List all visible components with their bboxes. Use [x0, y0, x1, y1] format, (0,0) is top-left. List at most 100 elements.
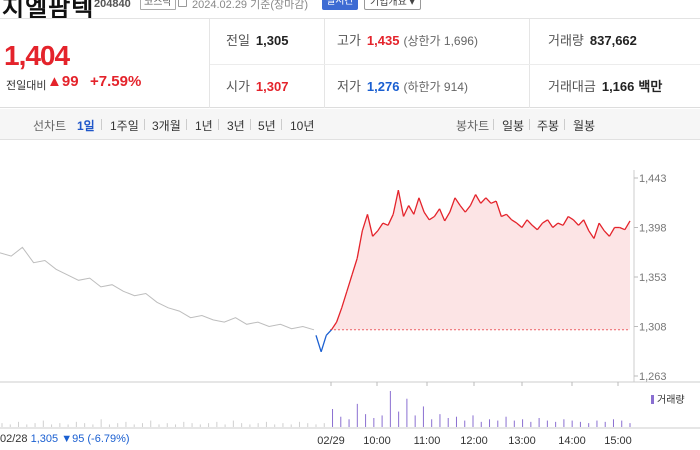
y-tick-label: 1,308	[639, 322, 667, 334]
series-today-segment	[624, 220, 631, 231]
period-1w[interactable]: 1주일	[110, 119, 139, 133]
realtime-button[interactable]: 실시간	[322, 0, 358, 10]
prev-close-value: 1,305	[255, 33, 289, 48]
series-today-segment	[423, 211, 430, 221]
high-value: 1,435	[366, 33, 400, 48]
series-today-segment	[325, 329, 332, 336]
divider	[493, 119, 494, 130]
x-tick-label: 02/29	[317, 435, 345, 447]
series-today-segment	[583, 219, 590, 232]
prev-close-label: 전일	[226, 33, 250, 48]
series-today-segment	[526, 219, 533, 226]
market-badge: 코스닥	[140, 0, 176, 10]
period-10y[interactable]: 10년	[290, 119, 315, 133]
lower-limit: (하한가 914)	[403, 80, 468, 94]
series-today-segment	[505, 213, 513, 221]
series-today-segment	[330, 321, 338, 331]
volume-label: 거래량	[548, 33, 584, 48]
series-today-segment	[516, 222, 523, 228]
divider	[101, 119, 102, 130]
series-today-segment	[475, 194, 482, 204]
series-today-segment	[320, 335, 327, 352]
candle-monthly[interactable]: 월봉	[573, 119, 596, 133]
volume-legend-swatch	[651, 395, 654, 404]
chart-canvas[interactable]: 1,443 1,398 1,353 1,308 1,263 02/29 10:00 11:00…	[0, 141, 700, 450]
series-today-segment	[413, 197, 420, 215]
open-value: 1,307	[255, 79, 289, 94]
x-tick-label: 10:00	[363, 435, 391, 447]
series-prev-day-line	[0, 246, 315, 331]
series-today-segment	[346, 274, 353, 292]
volume-legend-label: 거래량	[657, 395, 685, 406]
y-tick-label: 1,353	[639, 272, 667, 284]
date-text: 2024.02.29 기준(장마감)	[192, 0, 309, 11]
divider	[144, 119, 145, 130]
amount-label: 거래대금	[548, 79, 596, 94]
amount-cell: 거래대금 1,166 백만	[548, 65, 662, 109]
series-today-segment	[366, 214, 374, 237]
prev-close-cell: 전일 1,305	[226, 19, 288, 63]
period-3m[interactable]: 3개월	[152, 119, 181, 133]
y-tick-label: 1,398	[639, 223, 667, 235]
series-today-segment	[511, 219, 518, 224]
series-today-segment	[444, 211, 451, 222]
candle-chart-label[interactable]: 봉차트	[456, 119, 490, 133]
series-today-segment	[397, 189, 405, 217]
divider	[218, 119, 219, 130]
y-tick-label: 1,263	[639, 371, 667, 383]
series-today-segment	[603, 230, 610, 237]
x-tick-label: 14:00	[558, 435, 586, 447]
divider	[564, 119, 565, 130]
series-today-segment	[387, 214, 394, 226]
candle-daily[interactable]: 일봉	[502, 119, 525, 133]
period-5y[interactable]: 5년	[258, 119, 276, 133]
series-today-segment	[408, 205, 415, 215]
series-today-segment	[536, 222, 544, 231]
volume-value: 837,662	[589, 33, 637, 48]
current-price: 1,404	[4, 40, 70, 71]
period-3y[interactable]: 3년	[227, 119, 245, 133]
series-today-segment	[542, 219, 548, 224]
stock-header: 지엘팜텍 204840 코스닥 2024.02.29 기준(장마감) 실시간 기…	[0, 0, 700, 22]
series-today-segment	[480, 197, 487, 204]
series-today-segment	[377, 222, 384, 232]
low-cell: 저가 1,276 (하한가 914)	[337, 65, 468, 109]
series-today-segment	[567, 215, 574, 221]
series-today-segment	[572, 219, 579, 226]
low-value: 1,276	[366, 79, 400, 94]
series-today-segment	[341, 291, 348, 308]
period-1d[interactable]: 1일	[77, 119, 95, 133]
low-label: 저가	[337, 79, 361, 94]
calendar-icon	[178, 0, 187, 7]
series-today-segment	[562, 216, 569, 226]
high-label: 고가	[337, 33, 361, 48]
company-info-button[interactable]: 기업개요 ▾	[364, 0, 421, 10]
divider	[186, 119, 187, 130]
series-today-segment	[372, 230, 379, 237]
candle-weekly[interactable]: 주봉	[537, 119, 560, 133]
line-chart-label[interactable]: 선차트	[33, 119, 67, 133]
divider	[529, 19, 530, 108]
prev-price: 1,305	[30, 433, 59, 445]
volume-cell: 거래량 837,662	[548, 19, 637, 63]
series-today-segment	[464, 205, 471, 213]
series-today-segment	[490, 200, 497, 204]
divider	[250, 119, 251, 130]
series-today-segment	[402, 205, 410, 217]
amount-unit: 백만	[638, 79, 663, 94]
change-label: 전일대비	[6, 80, 47, 92]
series-today-segment	[485, 197, 492, 204]
series-today-segment	[438, 208, 446, 222]
series-today-segment	[418, 197, 425, 213]
series-today-segment	[382, 222, 389, 226]
series-today-segment	[351, 258, 358, 275]
series-today-segment	[557, 222, 564, 226]
intraday-chart[interactable]: 1,443 1,398 1,353 1,308 1,263 02/29 10:00 11:00…	[0, 141, 700, 450]
series-today-segment	[619, 226, 626, 231]
price-summary: 1,404 전일대비 ▲99 +7.59% 전일 1,305 고가 1,435 (상한…	[0, 18, 700, 108]
series-today-segment	[361, 214, 369, 231]
series-today-segment	[608, 227, 616, 237]
period-1y[interactable]: 1년	[195, 119, 213, 133]
series-today-segment	[552, 222, 559, 228]
x-tick-label: 12:00	[460, 435, 488, 447]
